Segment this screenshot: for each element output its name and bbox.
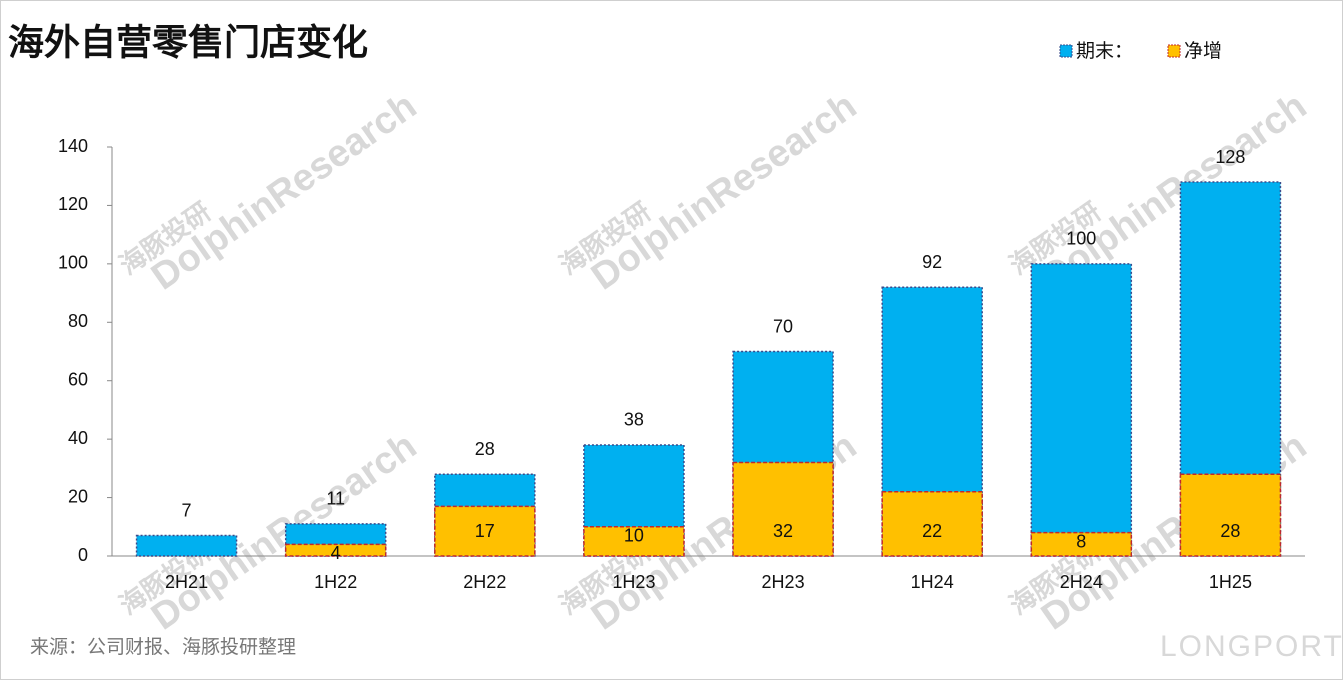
x-tick-label: 2H22 bbox=[463, 572, 506, 592]
value-label: 28 bbox=[475, 439, 495, 459]
bar bbox=[1179, 473, 1282, 557]
legend-swatch bbox=[1167, 44, 1181, 58]
value-label: 7 bbox=[182, 500, 192, 520]
x-tick-label: 2H21 bbox=[165, 572, 208, 592]
bar bbox=[1030, 263, 1133, 557]
bar bbox=[434, 505, 536, 557]
value-label: 38 bbox=[624, 410, 644, 430]
value-label: 10 bbox=[624, 526, 644, 546]
chart-title: 海外自营零售门店变化 bbox=[8, 22, 368, 63]
legend-label: 期末： bbox=[1076, 40, 1133, 62]
y-tick-label: 0 bbox=[78, 545, 88, 565]
y-tick-label: 20 bbox=[68, 486, 88, 506]
bar bbox=[881, 490, 983, 557]
y-tick-label: 140 bbox=[58, 136, 88, 156]
y-tick-label: 60 bbox=[68, 369, 88, 389]
legend-label: 净增 bbox=[1184, 40, 1222, 62]
x-tick-label: 1H22 bbox=[314, 572, 357, 592]
legend-swatch bbox=[1059, 44, 1073, 58]
bar bbox=[284, 543, 387, 557]
x-tick-label: 1H25 bbox=[1209, 572, 1252, 592]
bar bbox=[732, 461, 834, 557]
value-label: 11 bbox=[326, 489, 345, 509]
source-note: 来源：公司财报、海豚投研整理 bbox=[30, 636, 296, 658]
y-tick-label: 80 bbox=[68, 311, 88, 331]
bar bbox=[135, 534, 238, 557]
x-tick-label: 2H24 bbox=[1060, 572, 1103, 592]
x-tick-label: 1H23 bbox=[612, 572, 655, 592]
x-tick-label: 1H24 bbox=[911, 572, 954, 592]
y-tick-label: 120 bbox=[58, 194, 88, 214]
bar bbox=[1030, 531, 1133, 557]
value-label: 70 bbox=[773, 316, 793, 336]
value-label: 8 bbox=[1076, 531, 1086, 551]
brand-watermark: LONGPORT bbox=[1160, 630, 1343, 663]
y-tick-label: 40 bbox=[68, 428, 88, 448]
bar bbox=[583, 526, 685, 557]
value-label: 22 bbox=[922, 521, 942, 541]
value-label: 28 bbox=[1220, 521, 1240, 541]
value-label: 4 bbox=[331, 543, 341, 563]
value-label: 32 bbox=[773, 521, 793, 541]
y-tick-label: 100 bbox=[58, 253, 88, 273]
x-tick-label: 2H23 bbox=[762, 572, 805, 592]
value-label: 128 bbox=[1215, 147, 1245, 167]
value-label: 17 bbox=[475, 521, 495, 541]
value-label: 92 bbox=[922, 252, 942, 272]
value-label: 100 bbox=[1066, 229, 1096, 249]
